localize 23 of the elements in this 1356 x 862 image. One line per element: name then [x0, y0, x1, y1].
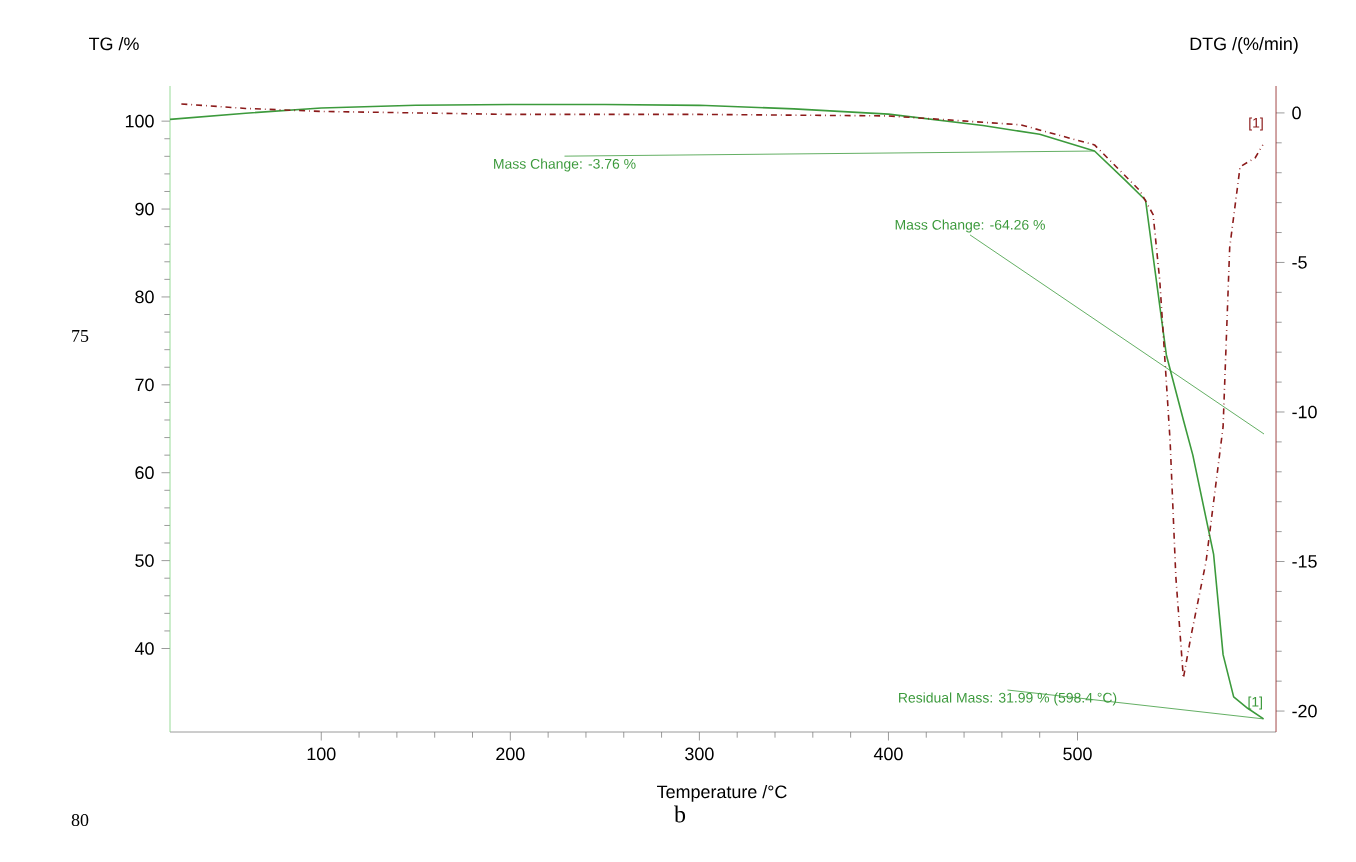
x-tick-label: 100 [307, 747, 336, 761]
y2-axis-title: DTG /(%/min) [1190, 37, 1298, 54]
y-tick-label: 60 [135, 466, 154, 480]
y-tick-label: 90 [135, 202, 154, 216]
y-tick-label: 50 [135, 554, 154, 567]
x-tick-label: 300 [685, 747, 714, 761]
text: b [674, 805, 686, 823]
x-tick-label: 400 [873, 747, 903, 761]
y-tick-label: 100 [125, 114, 154, 128]
y2-tick-label: -10 [1292, 405, 1317, 419]
y2-tick-label: 0 [1292, 106, 1301, 120]
y-tick-label: 80 [135, 290, 154, 304]
x-tick-label: 500 [1063, 747, 1092, 761]
y2-tick-label: -15 [1292, 555, 1317, 568]
y-tick-label: 40 [134, 642, 154, 655]
text: 75 [72, 330, 89, 342]
y2-tick-label: -5 [1292, 256, 1307, 269]
y-axis-title: TG /% [89, 37, 139, 51]
y2-tick-label: -20 [1292, 704, 1317, 718]
x-axis-title: Temperature /°C [657, 785, 787, 802]
text: 80 [71, 813, 89, 827]
x-tick-label: 200 [496, 747, 525, 761]
y-tick-label: 70 [135, 378, 154, 392]
